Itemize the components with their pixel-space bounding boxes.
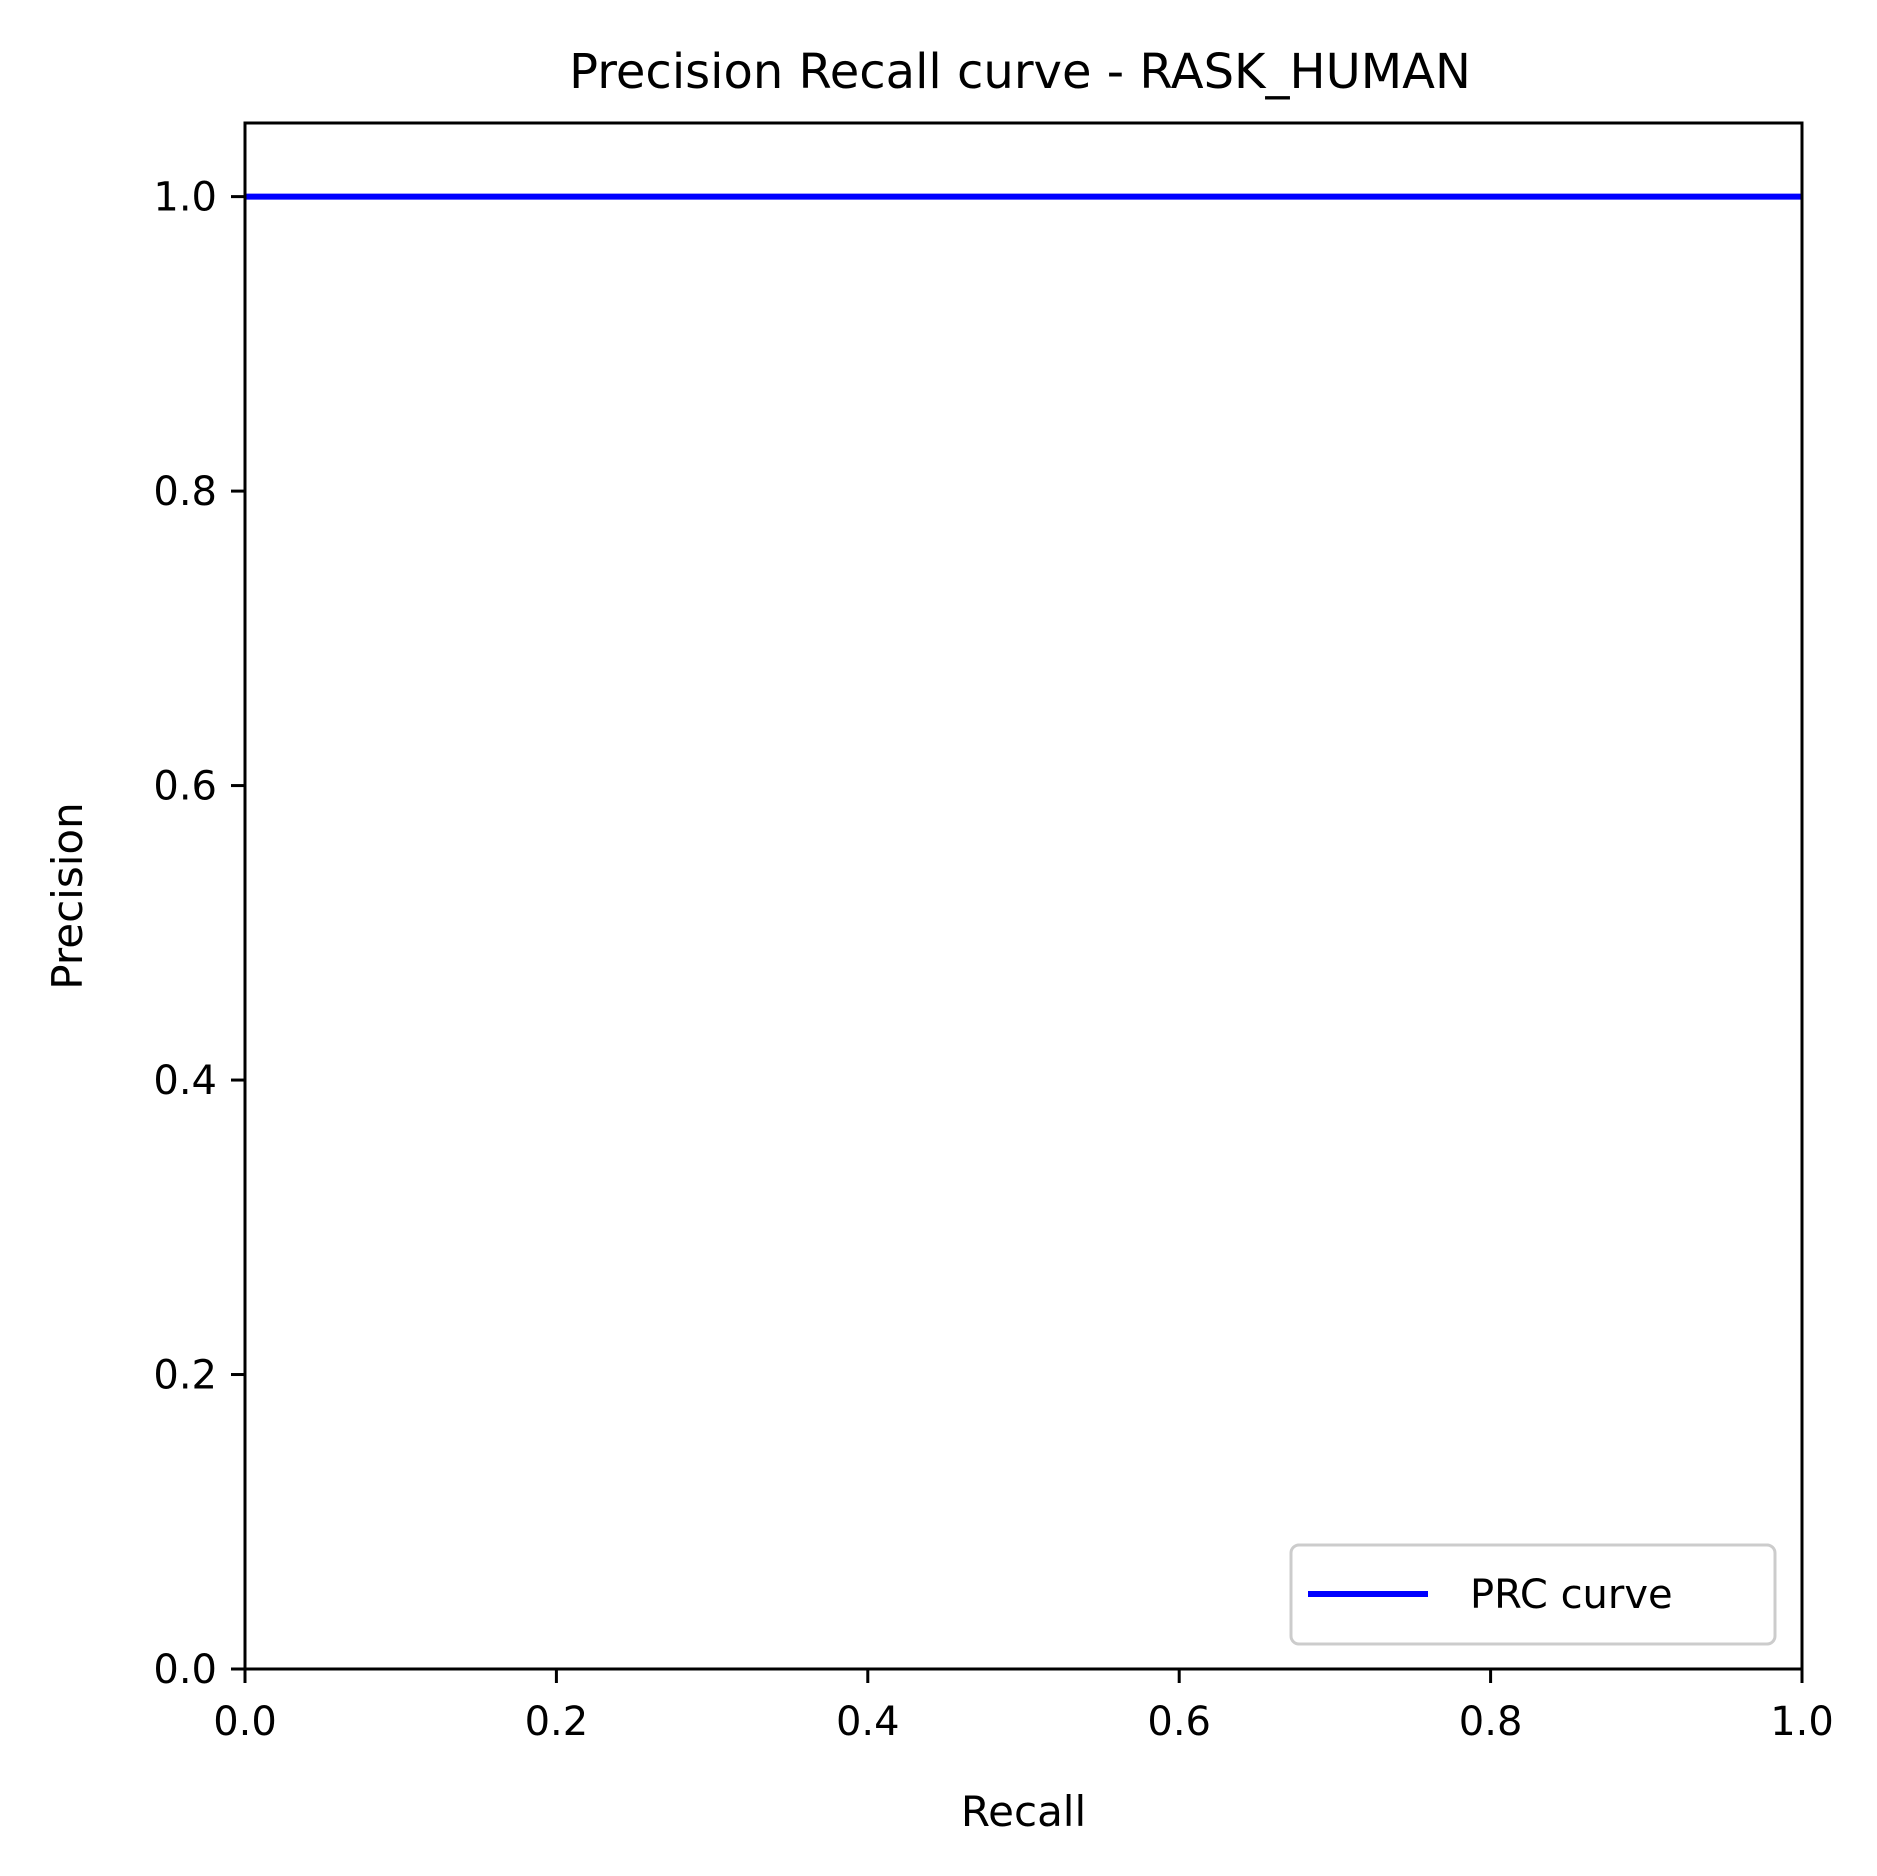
axes-frame	[243, 121, 1804, 1671]
x-axis-label: Recall	[961, 1787, 1086, 1836]
y-tick-label: 1.0	[153, 175, 217, 221]
chart-title: Precision Recall curve - RASK_HUMAN	[569, 44, 1471, 100]
x-tick-label: 0.4	[836, 1699, 900, 1745]
y-tick-label: 0.4	[153, 1058, 217, 1104]
y-tick-label: 0.2	[153, 1353, 217, 1399]
y-tick-label: 0.6	[153, 764, 217, 810]
x-tick-label: 0.2	[525, 1699, 589, 1745]
x-tick-label: 0.6	[1147, 1699, 1211, 1745]
x-tick-label: 0.0	[213, 1699, 277, 1745]
legend-label-prc-curve: PRC curve	[1470, 1572, 1673, 1618]
legend: PRC curve	[1289, 1543, 1777, 1646]
legend-box	[1289, 1543, 1777, 1646]
y-tick-label: 0.8	[153, 469, 217, 515]
y-axis-label: Precision	[43, 802, 92, 989]
x-tick-label: 0.8	[1459, 1699, 1523, 1745]
x-axis-ticks: 0.0 0.2 0.4 0.6 0.8 1.0	[213, 1669, 1834, 1745]
y-tick-label: 0.0	[153, 1647, 217, 1693]
y-axis-ticks: 0.0 0.2 0.4 0.6 0.8 1.0	[153, 175, 245, 1693]
x-tick-label: 1.0	[1770, 1699, 1834, 1745]
